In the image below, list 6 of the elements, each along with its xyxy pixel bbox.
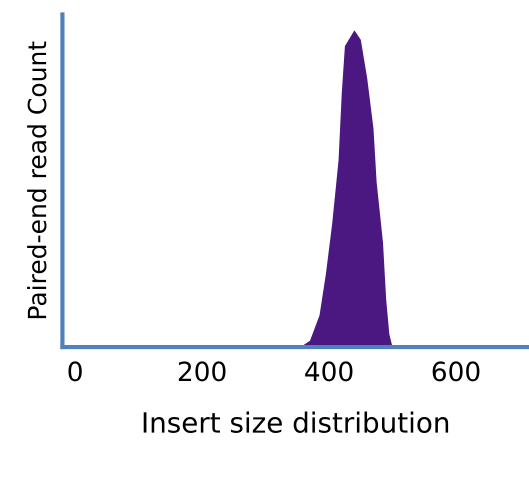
x-axis-title: Insert size distribution (144, 411, 448, 433)
x-tick-label: 200 (178, 361, 226, 382)
x-tick-label: 0 (68, 361, 82, 382)
y-axis-title: Paired-end read Count (27, 41, 46, 318)
x-tick-label: 400 (305, 361, 352, 382)
x-tick-label: 600 (432, 361, 480, 382)
